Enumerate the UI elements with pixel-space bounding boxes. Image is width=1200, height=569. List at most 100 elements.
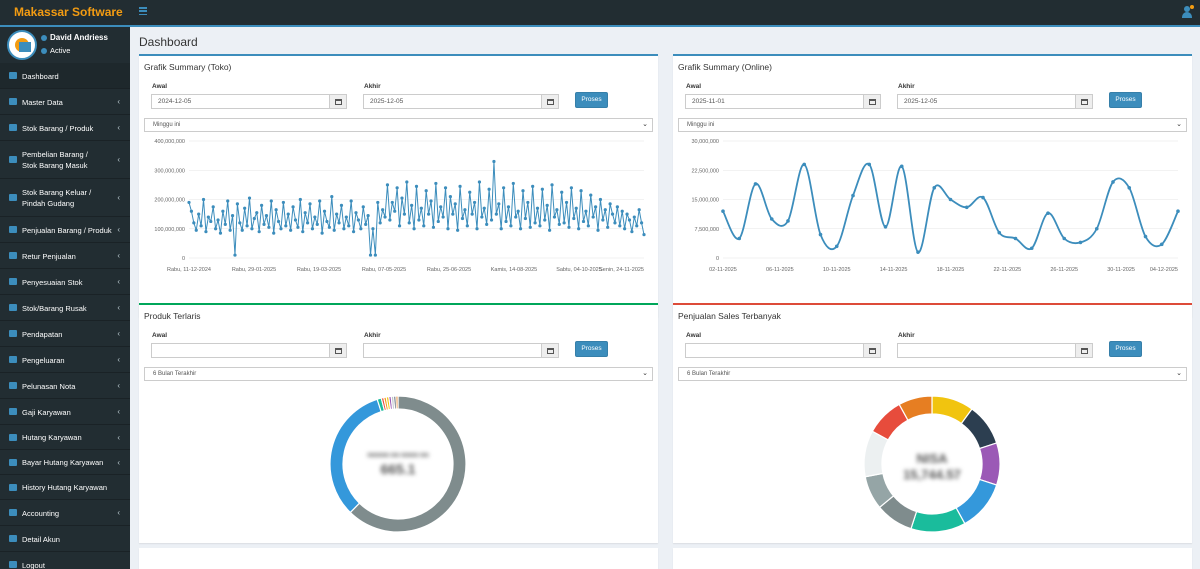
data-point[interactable] <box>395 186 399 190</box>
data-point[interactable] <box>228 228 232 232</box>
data-point[interactable] <box>436 219 440 224</box>
data-point[interactable] <box>564 200 569 205</box>
data-point[interactable] <box>492 159 496 164</box>
data-point[interactable] <box>584 209 588 213</box>
data-point[interactable] <box>272 231 276 235</box>
data-point[interactable] <box>463 208 467 212</box>
data-point[interactable] <box>354 211 358 215</box>
data-point[interactable] <box>262 222 266 226</box>
data-point[interactable] <box>446 227 450 231</box>
data-point[interactable] <box>460 216 465 221</box>
data-point[interactable] <box>630 230 634 234</box>
data-point[interactable] <box>608 202 612 206</box>
data-point[interactable] <box>373 253 377 257</box>
data-point[interactable] <box>487 187 491 191</box>
data-point[interactable] <box>514 215 518 219</box>
data-point[interactable] <box>721 209 725 213</box>
data-point[interactable] <box>448 194 452 199</box>
data-point[interactable] <box>388 218 392 222</box>
data-point[interactable] <box>579 189 583 193</box>
data-point[interactable] <box>337 221 341 225</box>
data-point[interactable] <box>284 224 288 228</box>
data-point[interactable] <box>562 221 566 225</box>
akhir-date-input[interactable]: 2025-12-05 <box>363 94 542 109</box>
sidebar-item-master-data[interactable]: Master Data ‹ <box>0 89 130 115</box>
data-point[interactable] <box>422 224 426 228</box>
data-point[interactable] <box>557 222 561 226</box>
data-point[interactable] <box>603 208 607 212</box>
data-point[interactable] <box>412 227 416 231</box>
data-point[interactable] <box>332 228 336 232</box>
data-point[interactable] <box>194 228 198 232</box>
data-point[interactable] <box>366 213 370 218</box>
akhir-calendar-icon[interactable] <box>541 343 559 358</box>
data-point[interactable] <box>349 199 353 203</box>
data-point[interactable] <box>407 221 411 225</box>
data-point[interactable] <box>417 218 421 222</box>
data-point[interactable] <box>344 215 348 219</box>
data-point[interactable] <box>528 225 532 229</box>
data-point[interactable] <box>948 197 953 202</box>
data-point[interactable] <box>1111 180 1115 184</box>
data-point[interactable] <box>274 208 278 212</box>
data-point[interactable] <box>456 228 460 232</box>
data-point[interactable] <box>318 199 322 203</box>
awal-date-input[interactable]: 2024-12-05 <box>151 94 330 109</box>
data-point[interactable] <box>313 215 317 219</box>
data-point[interactable] <box>997 230 1002 235</box>
data-point[interactable] <box>1159 242 1164 247</box>
data-point[interactable] <box>223 222 227 226</box>
data-point[interactable] <box>397 224 402 228</box>
donut-slice[interactable] <box>910 507 966 533</box>
data-point[interactable] <box>400 196 404 200</box>
data-point[interactable] <box>1176 209 1180 213</box>
data-point[interactable] <box>615 205 619 209</box>
data-point[interactable] <box>606 225 610 229</box>
sidebar-item-pelunasan-nota[interactable]: Pelunasan Nota ‹ <box>0 373 130 399</box>
data-point[interactable] <box>572 216 576 221</box>
data-point[interactable] <box>315 222 319 226</box>
data-point[interactable] <box>291 205 295 209</box>
data-point[interactable] <box>281 200 285 205</box>
data-point[interactable] <box>834 244 839 249</box>
period-select[interactable]: Minggu ini ⌄ <box>144 118 653 132</box>
data-point[interactable] <box>243 206 247 210</box>
data-point[interactable] <box>477 180 482 184</box>
data-point[interactable] <box>535 206 540 210</box>
data-point[interactable] <box>381 208 385 212</box>
data-point[interactable] <box>289 228 293 232</box>
data-point[interactable] <box>548 228 552 232</box>
data-point[interactable] <box>339 203 344 207</box>
data-point[interactable] <box>209 219 213 224</box>
sidebar-item-pengeluaran[interactable]: Pengeluaran ‹ <box>0 347 130 373</box>
data-point[interactable] <box>192 221 196 225</box>
data-point[interactable] <box>533 221 537 225</box>
data-point[interactable] <box>1143 234 1148 239</box>
data-point[interactable] <box>286 212 290 216</box>
data-point[interactable] <box>221 209 225 213</box>
data-point[interactable] <box>642 233 646 237</box>
data-point[interactable] <box>451 212 455 216</box>
data-point[interactable] <box>204 230 208 234</box>
data-point[interactable] <box>497 202 501 206</box>
awal-date-input[interactable] <box>151 343 330 358</box>
proses-button[interactable]: Proses <box>1109 92 1142 108</box>
data-point[interactable] <box>504 219 508 224</box>
data-point[interactable] <box>410 203 414 207</box>
data-point[interactable] <box>567 225 571 229</box>
data-point[interactable] <box>342 227 346 231</box>
data-point[interactable] <box>431 225 436 229</box>
data-point[interactable] <box>250 227 254 231</box>
data-point[interactable] <box>301 230 305 234</box>
data-point[interactable] <box>458 184 462 188</box>
awal-calendar-icon[interactable] <box>329 343 347 358</box>
data-point[interactable] <box>189 209 194 213</box>
akhir-calendar-icon[interactable] <box>1075 94 1093 109</box>
data-point[interactable] <box>441 215 445 219</box>
data-point[interactable] <box>240 228 244 232</box>
awal-date-input[interactable] <box>685 343 864 358</box>
awal-calendar-icon[interactable] <box>863 94 881 109</box>
data-point[interactable] <box>230 213 235 218</box>
data-point[interactable] <box>305 221 310 225</box>
data-point[interactable] <box>269 199 273 203</box>
